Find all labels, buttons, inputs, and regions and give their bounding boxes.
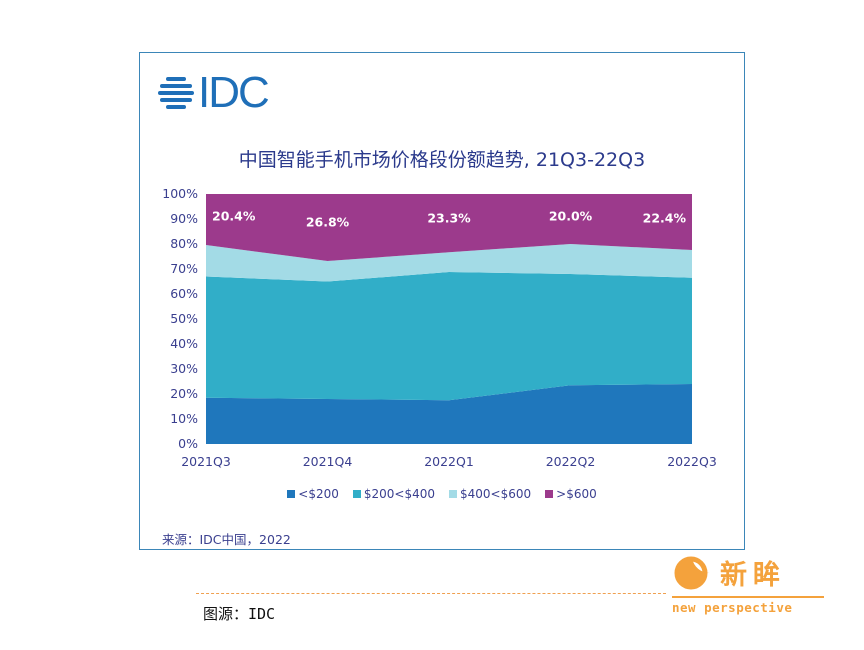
source-note: 来源：IDC中国，2022 bbox=[162, 532, 291, 547]
legend-item: $400<$600 bbox=[449, 487, 531, 501]
chart-card: IDC 中国智能手机市场价格段份额趋势, 21Q3-22Q3 0% 10% 20% 3… bbox=[139, 52, 745, 550]
x-tick-label: 2022Q2 bbox=[546, 454, 596, 469]
brand-logo: 新眸 new perspective bbox=[672, 553, 824, 615]
data-label: 23.3% bbox=[427, 210, 471, 225]
legend-label: $400<$600 bbox=[460, 487, 532, 501]
legend-item: >$600 bbox=[545, 487, 597, 501]
chart-title: 中国智能手机市场价格段份额趋势, 21Q3-22Q3 bbox=[238, 149, 646, 171]
y-tick-label: 100% bbox=[162, 186, 198, 201]
y-tick-label: 10% bbox=[170, 411, 198, 426]
y-tick-label: 80% bbox=[170, 236, 198, 251]
legend-label: >$600 bbox=[556, 487, 597, 501]
legend-item: $200<$400 bbox=[352, 487, 435, 501]
eye-icon bbox=[674, 556, 710, 589]
brand-cn: 新眸 bbox=[720, 560, 786, 591]
y-tick-label: 40% bbox=[170, 336, 198, 351]
logo-text: IDC bbox=[198, 68, 270, 117]
x-tick-label: 2021Q4 bbox=[303, 454, 353, 469]
area-series-1 bbox=[206, 272, 692, 401]
brand-underline bbox=[672, 596, 824, 598]
y-tick-label: 60% bbox=[170, 286, 198, 301]
legend-item: <$200 bbox=[287, 487, 339, 501]
y-tick-label: 70% bbox=[170, 261, 198, 276]
legend-swatch bbox=[287, 490, 296, 498]
legend: <$200 $200<$400 $400<$600 >$600 bbox=[140, 487, 744, 501]
y-tick-label: 20% bbox=[170, 386, 198, 401]
y-tick-label: 30% bbox=[170, 361, 198, 376]
legend-label: <$200 bbox=[298, 487, 339, 501]
y-tick-label: 50% bbox=[170, 311, 198, 326]
data-label: 20.4% bbox=[212, 208, 256, 223]
data-label: 22.4% bbox=[643, 210, 687, 225]
area-series-2 bbox=[206, 244, 692, 282]
y-tick-label: 90% bbox=[170, 211, 198, 226]
area-series-3 bbox=[206, 194, 692, 261]
globe-icon bbox=[158, 77, 194, 109]
y-tick-label: 0% bbox=[178, 436, 198, 451]
legend-swatch bbox=[545, 490, 554, 498]
x-tick-label: 2022Q1 bbox=[424, 454, 474, 469]
divider bbox=[196, 593, 666, 594]
legend-swatch bbox=[352, 490, 361, 498]
data-label: 20.0% bbox=[549, 208, 593, 223]
legend-label: $200<$400 bbox=[363, 487, 435, 501]
idc-logo: IDC bbox=[158, 68, 270, 117]
stacked-area-chart: 0% 10% 20% 30% 40% 50% 60% 70% 80% 90% 100% 2021Q3 2… bbox=[162, 186, 717, 469]
data-label: 26.8% bbox=[306, 214, 350, 229]
image-credit: 图源：IDC bbox=[203, 605, 276, 623]
x-tick-label: 2021Q3 bbox=[181, 454, 231, 469]
x-tick-label: 2022Q3 bbox=[667, 454, 717, 469]
brand-en: new perspective bbox=[672, 600, 793, 615]
legend-swatch bbox=[449, 490, 457, 498]
